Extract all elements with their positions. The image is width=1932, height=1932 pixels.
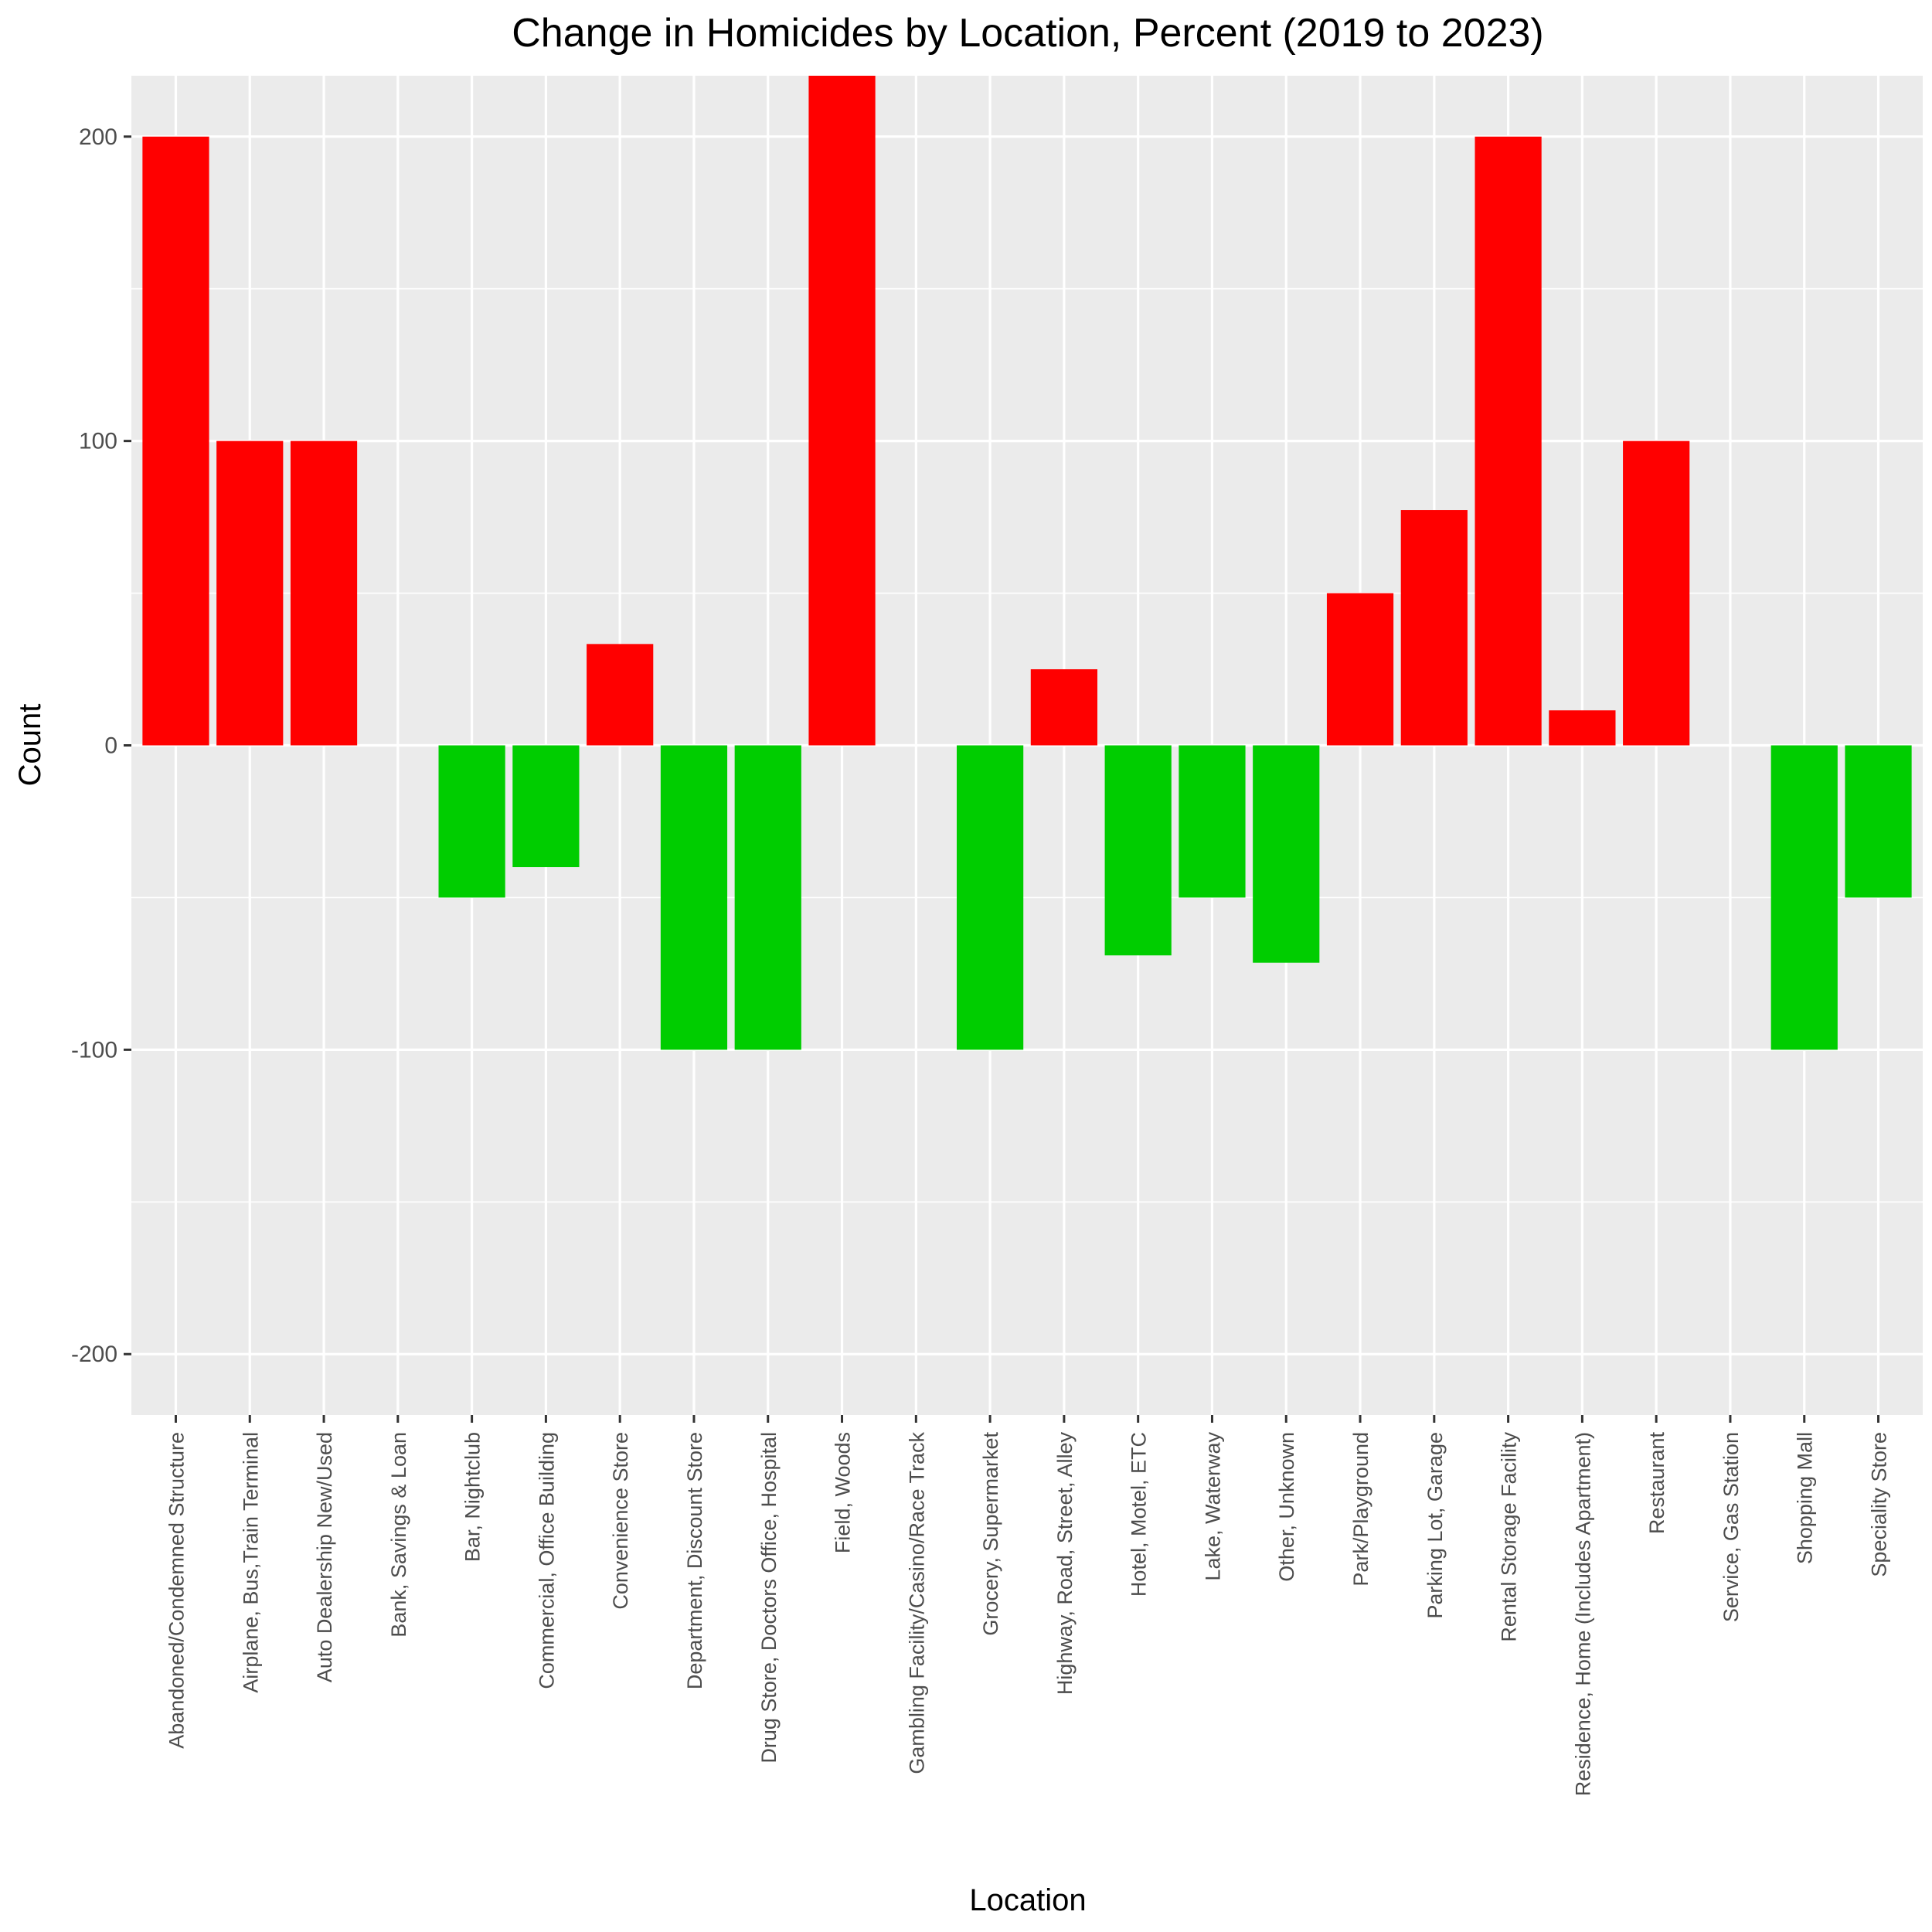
bars: [142, 76, 1912, 1050]
bar: [1400, 510, 1468, 746]
bar: [734, 745, 801, 1050]
x-tick-label: Abandoned/Condemned Structure: [165, 1432, 188, 1749]
y-tick-label: 100: [79, 429, 117, 454]
x-tick-label: Restaurant: [1645, 1432, 1668, 1535]
bar: [1104, 745, 1172, 956]
bar: [290, 440, 358, 746]
x-tick-label: Residence, Home (Includes Apartment): [1571, 1432, 1594, 1796]
bar: [216, 440, 284, 746]
x-tick-label: Shopping Mall: [1794, 1432, 1817, 1564]
bar: [1475, 136, 1542, 746]
x-tick-label: Airplane, Bus,Train Terminal: [239, 1432, 262, 1693]
bar: [438, 745, 505, 898]
bar: [587, 644, 654, 746]
x-tick-label: Park/Playground: [1349, 1432, 1372, 1587]
bar: [1770, 745, 1838, 1050]
x-tick-label: Rental Storage Facility: [1498, 1432, 1521, 1642]
x-tick-label: Other, Unknown: [1275, 1432, 1298, 1582]
x-tick-label: Grocery, Supermarket: [979, 1432, 1002, 1636]
x-tick-label: Lake, Waterway: [1201, 1432, 1224, 1581]
bar: [142, 136, 209, 746]
bar: [1549, 710, 1616, 746]
x-tick-label: Bank, Savings & Loan: [387, 1432, 410, 1638]
x-tick-label: Drug Store, Doctors Office, Hospital: [757, 1432, 781, 1764]
x-tick-label: Field, Woods: [832, 1432, 855, 1553]
x-tick-label: Highway, Road, Street, Alley: [1053, 1432, 1077, 1696]
bar: [1326, 593, 1394, 746]
bar: [957, 745, 1024, 1050]
x-tick-label: Hotel, Motel, ETC: [1128, 1432, 1151, 1597]
y-tick-label: 200: [79, 124, 117, 150]
x-tick-label: Department, Discount Store: [683, 1432, 706, 1689]
x-tick-label: Speciality Store: [1868, 1432, 1891, 1577]
x-tick-label: Auto Dealership New/Used: [313, 1432, 336, 1682]
bar: [1845, 745, 1912, 898]
bar: [1253, 745, 1320, 963]
x-tick-label: Convenience Store: [609, 1432, 632, 1610]
bar: [660, 745, 728, 1050]
bar: [512, 745, 580, 868]
y-axis: -200 -100 0 100 200: [71, 124, 131, 1367]
x-tick-label: Gambling Facility/Casino/Race Track: [905, 1432, 928, 1774]
x-tick-label: Service, Gas Station: [1719, 1432, 1743, 1622]
bar: [808, 76, 876, 746]
x-tick-label: Commercial, Office Building: [535, 1432, 558, 1689]
bar: [1179, 745, 1246, 898]
bar: [1623, 440, 1690, 746]
x-axis: Abandoned/Condemned Structure Airplane, B…: [165, 1415, 1891, 1796]
x-tick-label: Parking Lot, Garage: [1423, 1432, 1447, 1619]
y-tick-label: 0: [104, 733, 117, 759]
y-axis-title: Count: [13, 704, 47, 787]
x-tick-label: Bar, Nightclub: [461, 1432, 485, 1562]
y-tick-label: -100: [71, 1037, 117, 1063]
chart-title: Change in Homicides by Location, Percent…: [512, 11, 1543, 56]
x-axis-title: Location: [969, 1883, 1086, 1917]
bar: [1030, 669, 1097, 746]
y-tick-label: -200: [71, 1342, 117, 1367]
